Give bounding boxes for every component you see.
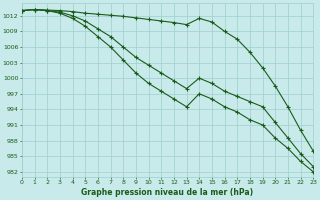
X-axis label: Graphe pression niveau de la mer (hPa): Graphe pression niveau de la mer (hPa) xyxy=(82,188,254,197)
